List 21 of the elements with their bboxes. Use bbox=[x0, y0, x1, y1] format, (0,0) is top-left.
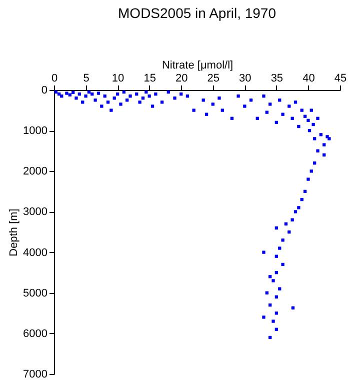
x-tick-label: 45 bbox=[334, 72, 347, 84]
y-tick-label: 7000 bbox=[23, 368, 48, 380]
y-axis-title: Depth [m] bbox=[8, 208, 20, 256]
x-axis-title: Nitrate [μmol/l] bbox=[162, 60, 234, 72]
x-tick-label: 0 bbox=[51, 72, 58, 84]
y-tick-label: 0 bbox=[41, 84, 48, 96]
y-tick-label: 6000 bbox=[23, 328, 48, 340]
chart-title: MODS2005 in April, 1970 bbox=[118, 5, 276, 21]
x-tick-label: 15 bbox=[144, 72, 156, 84]
x-tick-label: 5 bbox=[83, 72, 90, 84]
x-tick-label: 35 bbox=[270, 72, 284, 84]
x-tick-label: 20 bbox=[175, 72, 188, 84]
x-tick-label: 10 bbox=[112, 72, 124, 84]
y-tick-label: 5000 bbox=[23, 287, 48, 300]
y-tick-label: 1000 bbox=[23, 125, 48, 138]
y-tick-label: 2000 bbox=[23, 166, 48, 178]
y-tick-label: 3000 bbox=[23, 206, 48, 218]
x-tick-label: 25 bbox=[207, 72, 220, 84]
x-tick-label: 40 bbox=[302, 72, 315, 84]
x-tick-label: 30 bbox=[239, 72, 252, 84]
y-tick-label: 4000 bbox=[23, 246, 48, 259]
